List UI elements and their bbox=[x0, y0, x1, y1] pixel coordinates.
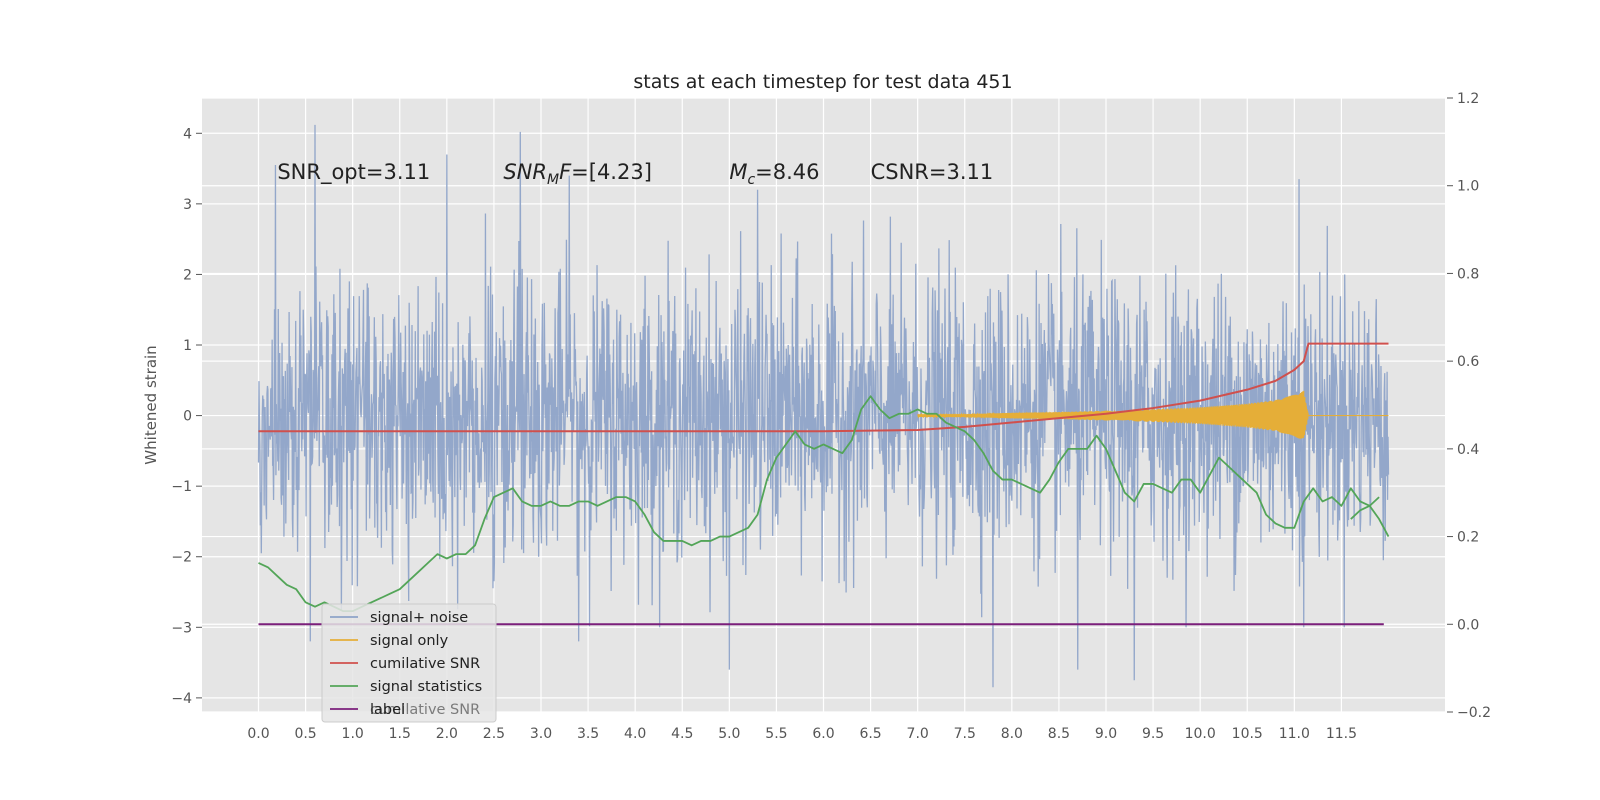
x-tick-label: 1.0 bbox=[342, 726, 364, 742]
y2-tick-label: 0.8 bbox=[1457, 266, 1479, 282]
x-tick-label: 7.0 bbox=[907, 726, 929, 742]
legend-label: signal statistics bbox=[370, 679, 482, 695]
signal-only-series bbox=[917, 390, 1389, 439]
x-tick-label: 10.5 bbox=[1232, 726, 1263, 742]
x-tick-label: 2.0 bbox=[436, 726, 458, 742]
y2-axis-ticks: 1.2 1.0 0.8 0.6 0.4 0.2 0.0 −0.2 bbox=[1447, 91, 1491, 721]
legend-label: label bbox=[370, 702, 405, 718]
x-tick-label: 5.5 bbox=[765, 726, 787, 742]
y-tick-label: −3 bbox=[171, 620, 192, 636]
x-tick-label: 4.5 bbox=[671, 726, 693, 742]
x-tick-label: 3.5 bbox=[577, 726, 599, 742]
signal-statistics-line-tail bbox=[1350, 504, 1390, 537]
annotations: SNR_opt=3.11 SNRMF=[4.23] Mc=8.46 CSNR=3.11 bbox=[277, 160, 993, 188]
grid bbox=[202, 97, 1445, 713]
x-tick-label: 9.0 bbox=[1095, 726, 1117, 742]
legend-label: signal+ noise bbox=[370, 610, 468, 626]
x-axis-ticks: 0.0 0.5 1.0 1.5 2.0 2.5 3.0 3.5 4.0 4.5 5.0 5.5 6.0 6… bbox=[247, 726, 1357, 742]
y-axis-ticks: 4 3 2 1 0 −1 −2 −3 −4 bbox=[171, 126, 202, 707]
legend-box bbox=[321, 603, 497, 723]
legend-label: cumilative SNR bbox=[370, 656, 480, 672]
x-tick-label: 2.5 bbox=[483, 726, 505, 742]
y-tick-label: 1 bbox=[183, 338, 192, 354]
y-tick-label: 2 bbox=[183, 267, 192, 283]
x-tick-label: 11.0 bbox=[1279, 726, 1310, 742]
signal-only-line bbox=[917, 390, 1389, 439]
y-tick-label: 4 bbox=[183, 126, 192, 142]
annotation-snr-opt: SNR_opt=3.11 bbox=[277, 160, 430, 185]
y2-tick-label: 0.6 bbox=[1457, 354, 1479, 370]
y2-tick-label: 0.2 bbox=[1457, 530, 1479, 546]
y2-tick-label: 1.0 bbox=[1457, 179, 1479, 195]
x-tick-label: 5.0 bbox=[718, 726, 740, 742]
signal-statistics-line bbox=[258, 395, 1380, 613]
x-tick-label: 11.5 bbox=[1326, 726, 1357, 742]
x-tick-label: 7.5 bbox=[954, 726, 976, 742]
x-tick-label: 8.5 bbox=[1048, 726, 1070, 742]
cumulative-snr-line bbox=[258, 342, 1389, 433]
legend-label: signal only bbox=[370, 633, 449, 649]
y2-tick-label: 1.2 bbox=[1457, 91, 1479, 107]
legend-faded-text: cumilative SNR bbox=[370, 702, 480, 718]
chart-title: stats at each timestep for test data 451 bbox=[633, 71, 1012, 93]
y-tick-label: 0 bbox=[183, 409, 192, 425]
x-tick-label: 10.0 bbox=[1185, 726, 1216, 742]
x-tick-label: 8.0 bbox=[1001, 726, 1023, 742]
x-tick-label: 0.0 bbox=[247, 726, 269, 742]
x-tick-label: 9.5 bbox=[1142, 726, 1164, 742]
y-tick-label: −1 bbox=[171, 479, 192, 495]
y-tick-label: −2 bbox=[171, 550, 192, 566]
x-tick-label: 0.5 bbox=[294, 726, 316, 742]
y2-tick-label: 0.4 bbox=[1457, 442, 1479, 458]
legend: signal+ noise signal only cumilative SNR si… bbox=[321, 603, 497, 723]
annotation-csnr: CSNR=3.11 bbox=[871, 160, 994, 184]
y-tick-label: 3 bbox=[183, 197, 192, 213]
x-tick-label: 3.0 bbox=[530, 726, 552, 742]
x-tick-label: 6.5 bbox=[859, 726, 881, 742]
y-axis-label: Whitened strain bbox=[142, 345, 160, 464]
y2-tick-label: −0.2 bbox=[1457, 705, 1491, 721]
x-tick-label: 6.0 bbox=[812, 726, 834, 742]
y2-tick-label: 0.0 bbox=[1457, 617, 1479, 633]
annotation-mc: Mc=8.46 bbox=[729, 160, 819, 188]
annotation-snr-mf: SNRMF=[4.23] bbox=[503, 160, 652, 188]
x-tick-label: 1.5 bbox=[389, 726, 411, 742]
y-tick-label: −4 bbox=[171, 691, 192, 707]
x-tick-label: 4.0 bbox=[624, 726, 646, 742]
